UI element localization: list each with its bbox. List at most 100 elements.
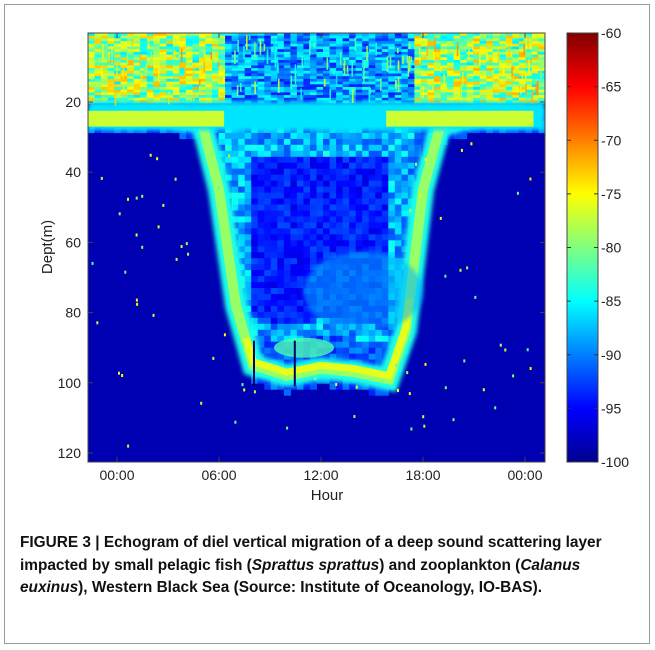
echo-cell <box>538 33 545 36</box>
echo-cell <box>199 97 206 101</box>
echo-cell <box>270 252 278 259</box>
echo-cell <box>296 186 304 193</box>
echo-cell <box>414 41 422 45</box>
echo-cell <box>290 210 298 217</box>
echo-cell <box>518 97 526 101</box>
echo-cell <box>290 300 298 307</box>
echo-cell <box>362 347 370 354</box>
echo-cell <box>270 84 278 88</box>
echo-cell <box>394 51 402 55</box>
echo-cell <box>296 288 304 295</box>
echo-cell <box>329 78 337 82</box>
echo-cell <box>127 46 135 50</box>
echo-cell <box>296 35 304 39</box>
echo-cell <box>401 87 409 90</box>
echo-cell <box>440 60 448 63</box>
echo-cell <box>492 38 500 42</box>
echo-cell <box>251 35 259 39</box>
echo-cell <box>283 87 291 90</box>
echo-cell <box>172 33 180 36</box>
ping-streak <box>102 43 104 59</box>
echo-cell <box>127 51 135 55</box>
echo-cell <box>140 33 148 36</box>
echo-cell <box>101 60 109 63</box>
ping-streak <box>479 53 481 68</box>
ping-streak <box>116 65 118 81</box>
echo-cell <box>172 49 180 53</box>
echo-cell <box>244 222 252 229</box>
echo-cell <box>179 54 187 58</box>
echo-cell <box>244 252 252 259</box>
echo-cell <box>323 70 330 74</box>
echo-cell <box>140 78 148 82</box>
echo-cell <box>434 78 441 82</box>
echo-cell <box>218 65 226 69</box>
echo-cell <box>427 46 435 50</box>
echo-cell <box>238 95 246 99</box>
echo-cell <box>388 329 396 336</box>
echo-cell <box>310 240 317 247</box>
echo-cell <box>290 138 298 146</box>
ping-streak <box>508 44 510 57</box>
echo-cell <box>120 92 128 96</box>
echo-cell <box>179 76 187 80</box>
echo-cell <box>538 46 545 50</box>
single-target <box>460 148 463 152</box>
echo-cell <box>251 323 259 330</box>
echo-cell <box>264 70 272 74</box>
echo-cell <box>179 68 187 72</box>
echo-cell <box>277 174 285 181</box>
echo-cell <box>473 54 481 58</box>
echo-cell <box>153 54 161 58</box>
echo-cell <box>244 92 252 96</box>
echo-cell <box>140 62 148 66</box>
echo-cell <box>153 60 161 63</box>
echo-cell <box>251 282 259 289</box>
echo-cell <box>140 73 148 77</box>
echo-cell <box>310 198 317 205</box>
ping-streak <box>525 33 527 46</box>
echo-cell <box>323 95 330 99</box>
echo-cell <box>401 54 409 58</box>
echo-cell <box>440 43 448 47</box>
echo-cell <box>336 198 344 205</box>
echo-cell <box>192 87 200 90</box>
echo-cell <box>323 222 330 229</box>
echo-cell <box>323 54 330 58</box>
echo-cell <box>114 51 122 55</box>
echo-cell <box>159 76 167 80</box>
echo-cell <box>153 92 161 96</box>
colorbar-tick-label: -60 <box>601 25 621 41</box>
echo-cell <box>303 258 311 265</box>
echo-cell <box>473 68 481 72</box>
echo-cell <box>316 65 324 69</box>
echo-cell <box>342 132 350 140</box>
echo-cell <box>244 162 252 169</box>
echo-cell <box>505 35 513 39</box>
echo-cell <box>434 81 441 85</box>
echo-cell <box>316 81 324 85</box>
echo-cell <box>264 234 272 241</box>
echo-cell <box>283 38 291 42</box>
echo-cell <box>499 35 507 39</box>
echo-cell <box>146 60 154 63</box>
echo-cell <box>362 33 370 36</box>
echo-cell <box>394 168 402 175</box>
echo-cell <box>231 65 239 69</box>
echo-cell <box>107 35 115 39</box>
echo-cell <box>316 138 324 146</box>
echo-cell <box>512 60 520 63</box>
echo-cell <box>231 156 239 163</box>
echo-cell <box>264 294 272 301</box>
echo-cell <box>283 270 291 277</box>
echo-cell <box>310 87 317 90</box>
colorbar-tick-label: -100 <box>601 454 629 470</box>
echo-cell <box>166 62 174 66</box>
echo-cell <box>355 156 363 163</box>
echo-cell <box>362 144 370 151</box>
echo-cell <box>460 35 468 39</box>
echo-cell <box>440 92 448 96</box>
echo-cell <box>303 270 311 277</box>
echo-cell <box>505 76 513 80</box>
ping-streak <box>434 37 436 52</box>
